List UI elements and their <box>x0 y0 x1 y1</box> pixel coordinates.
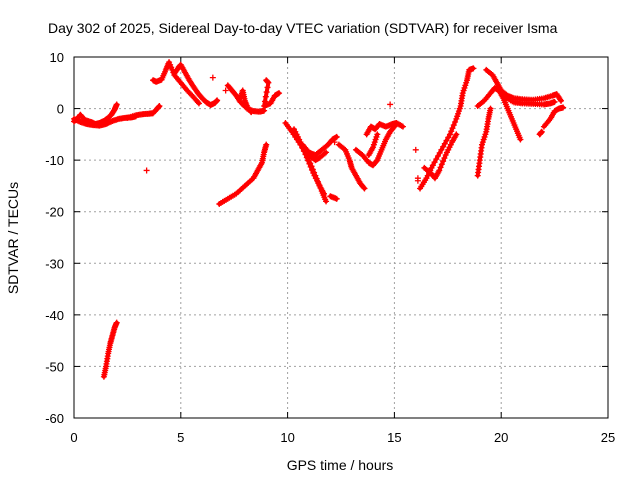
data-point <box>438 161 445 168</box>
x-axis-label: GPS time / hours <box>287 457 394 473</box>
data-point <box>558 97 565 104</box>
data-point <box>452 118 459 125</box>
data-point <box>441 155 448 162</box>
data-point <box>320 190 327 197</box>
x-tick-label: 10 <box>280 430 294 445</box>
x-tick-label: 0 <box>70 430 77 445</box>
data-point <box>361 185 368 192</box>
data-point <box>551 98 558 105</box>
data-point <box>557 96 564 103</box>
y-tick-label: 10 <box>50 50 64 65</box>
y-tick-label: -50 <box>45 359 64 374</box>
data-point <box>374 131 381 138</box>
data-point <box>209 74 216 81</box>
data-point <box>448 128 455 135</box>
y-tick-label: -10 <box>45 153 64 168</box>
data-point <box>470 65 477 72</box>
data-point <box>412 146 419 153</box>
data-point <box>323 198 330 205</box>
data-point <box>263 89 270 96</box>
data-point <box>265 79 272 86</box>
data-points <box>71 59 567 380</box>
data-point <box>360 184 367 191</box>
data-point <box>440 143 447 150</box>
data-point <box>333 195 340 202</box>
data-point <box>538 128 545 135</box>
data-point <box>399 123 406 130</box>
data-point <box>321 150 328 157</box>
data-point <box>445 134 452 141</box>
data-point <box>443 137 450 144</box>
data-point <box>323 149 330 156</box>
data-point <box>436 167 443 174</box>
data-point <box>446 131 453 138</box>
data-point <box>560 104 567 111</box>
y-tick-label: -30 <box>45 256 64 271</box>
data-point <box>436 149 443 156</box>
y-tick-label: -40 <box>45 308 64 323</box>
data-point <box>305 157 312 164</box>
data-point <box>373 158 380 165</box>
series-arc-7 <box>217 142 269 206</box>
data-point <box>453 131 460 138</box>
x-tick-label: 25 <box>601 430 615 445</box>
y-axis-label: SDTVAR / TECUs <box>5 182 21 294</box>
data-point <box>487 105 494 112</box>
data-point <box>414 177 421 184</box>
data-point <box>431 159 438 166</box>
axis-ticks: 0 5 10 15 20 25 10 0 -10 -20 -30 -40 -50 -60 <box>45 50 615 445</box>
data-point <box>429 162 436 169</box>
data-point <box>441 140 448 147</box>
data-point <box>387 101 394 108</box>
data-point <box>306 160 313 167</box>
data-point <box>222 87 229 94</box>
data-point <box>450 122 457 129</box>
data-arc <box>217 142 269 206</box>
plot-frame <box>73 56 609 419</box>
data-point <box>333 133 340 140</box>
grid-lines <box>74 57 608 418</box>
data-point <box>331 139 338 146</box>
x-tick-label: 20 <box>494 430 508 445</box>
data-point <box>262 93 269 100</box>
data-point <box>437 164 444 171</box>
data-point <box>440 158 447 165</box>
data-point <box>433 156 440 163</box>
data-point <box>434 153 441 160</box>
x-tick-label: 15 <box>387 430 401 445</box>
data-point <box>264 84 271 91</box>
data-point <box>308 166 315 173</box>
data-point <box>113 319 120 326</box>
data-point <box>398 122 405 129</box>
data-point <box>449 125 456 132</box>
y-tick-label: -60 <box>45 411 64 426</box>
data-point <box>113 101 120 108</box>
data-point <box>194 99 201 106</box>
data-point <box>263 141 270 148</box>
data-point <box>143 167 150 174</box>
x-tick-label: 5 <box>177 430 184 445</box>
y-tick-label: 0 <box>57 102 64 117</box>
data-point <box>517 136 524 143</box>
data-point <box>276 90 283 97</box>
data-point <box>156 102 163 109</box>
data-point <box>214 97 221 104</box>
data-point <box>248 109 255 116</box>
data-point <box>307 163 314 170</box>
chart-title: Day 302 of 2025, Sidereal Day-to-day VTE… <box>48 20 558 36</box>
y-tick-label: -20 <box>45 205 64 220</box>
data-point <box>438 146 445 153</box>
data-point <box>340 145 347 152</box>
data-point <box>195 100 202 107</box>
